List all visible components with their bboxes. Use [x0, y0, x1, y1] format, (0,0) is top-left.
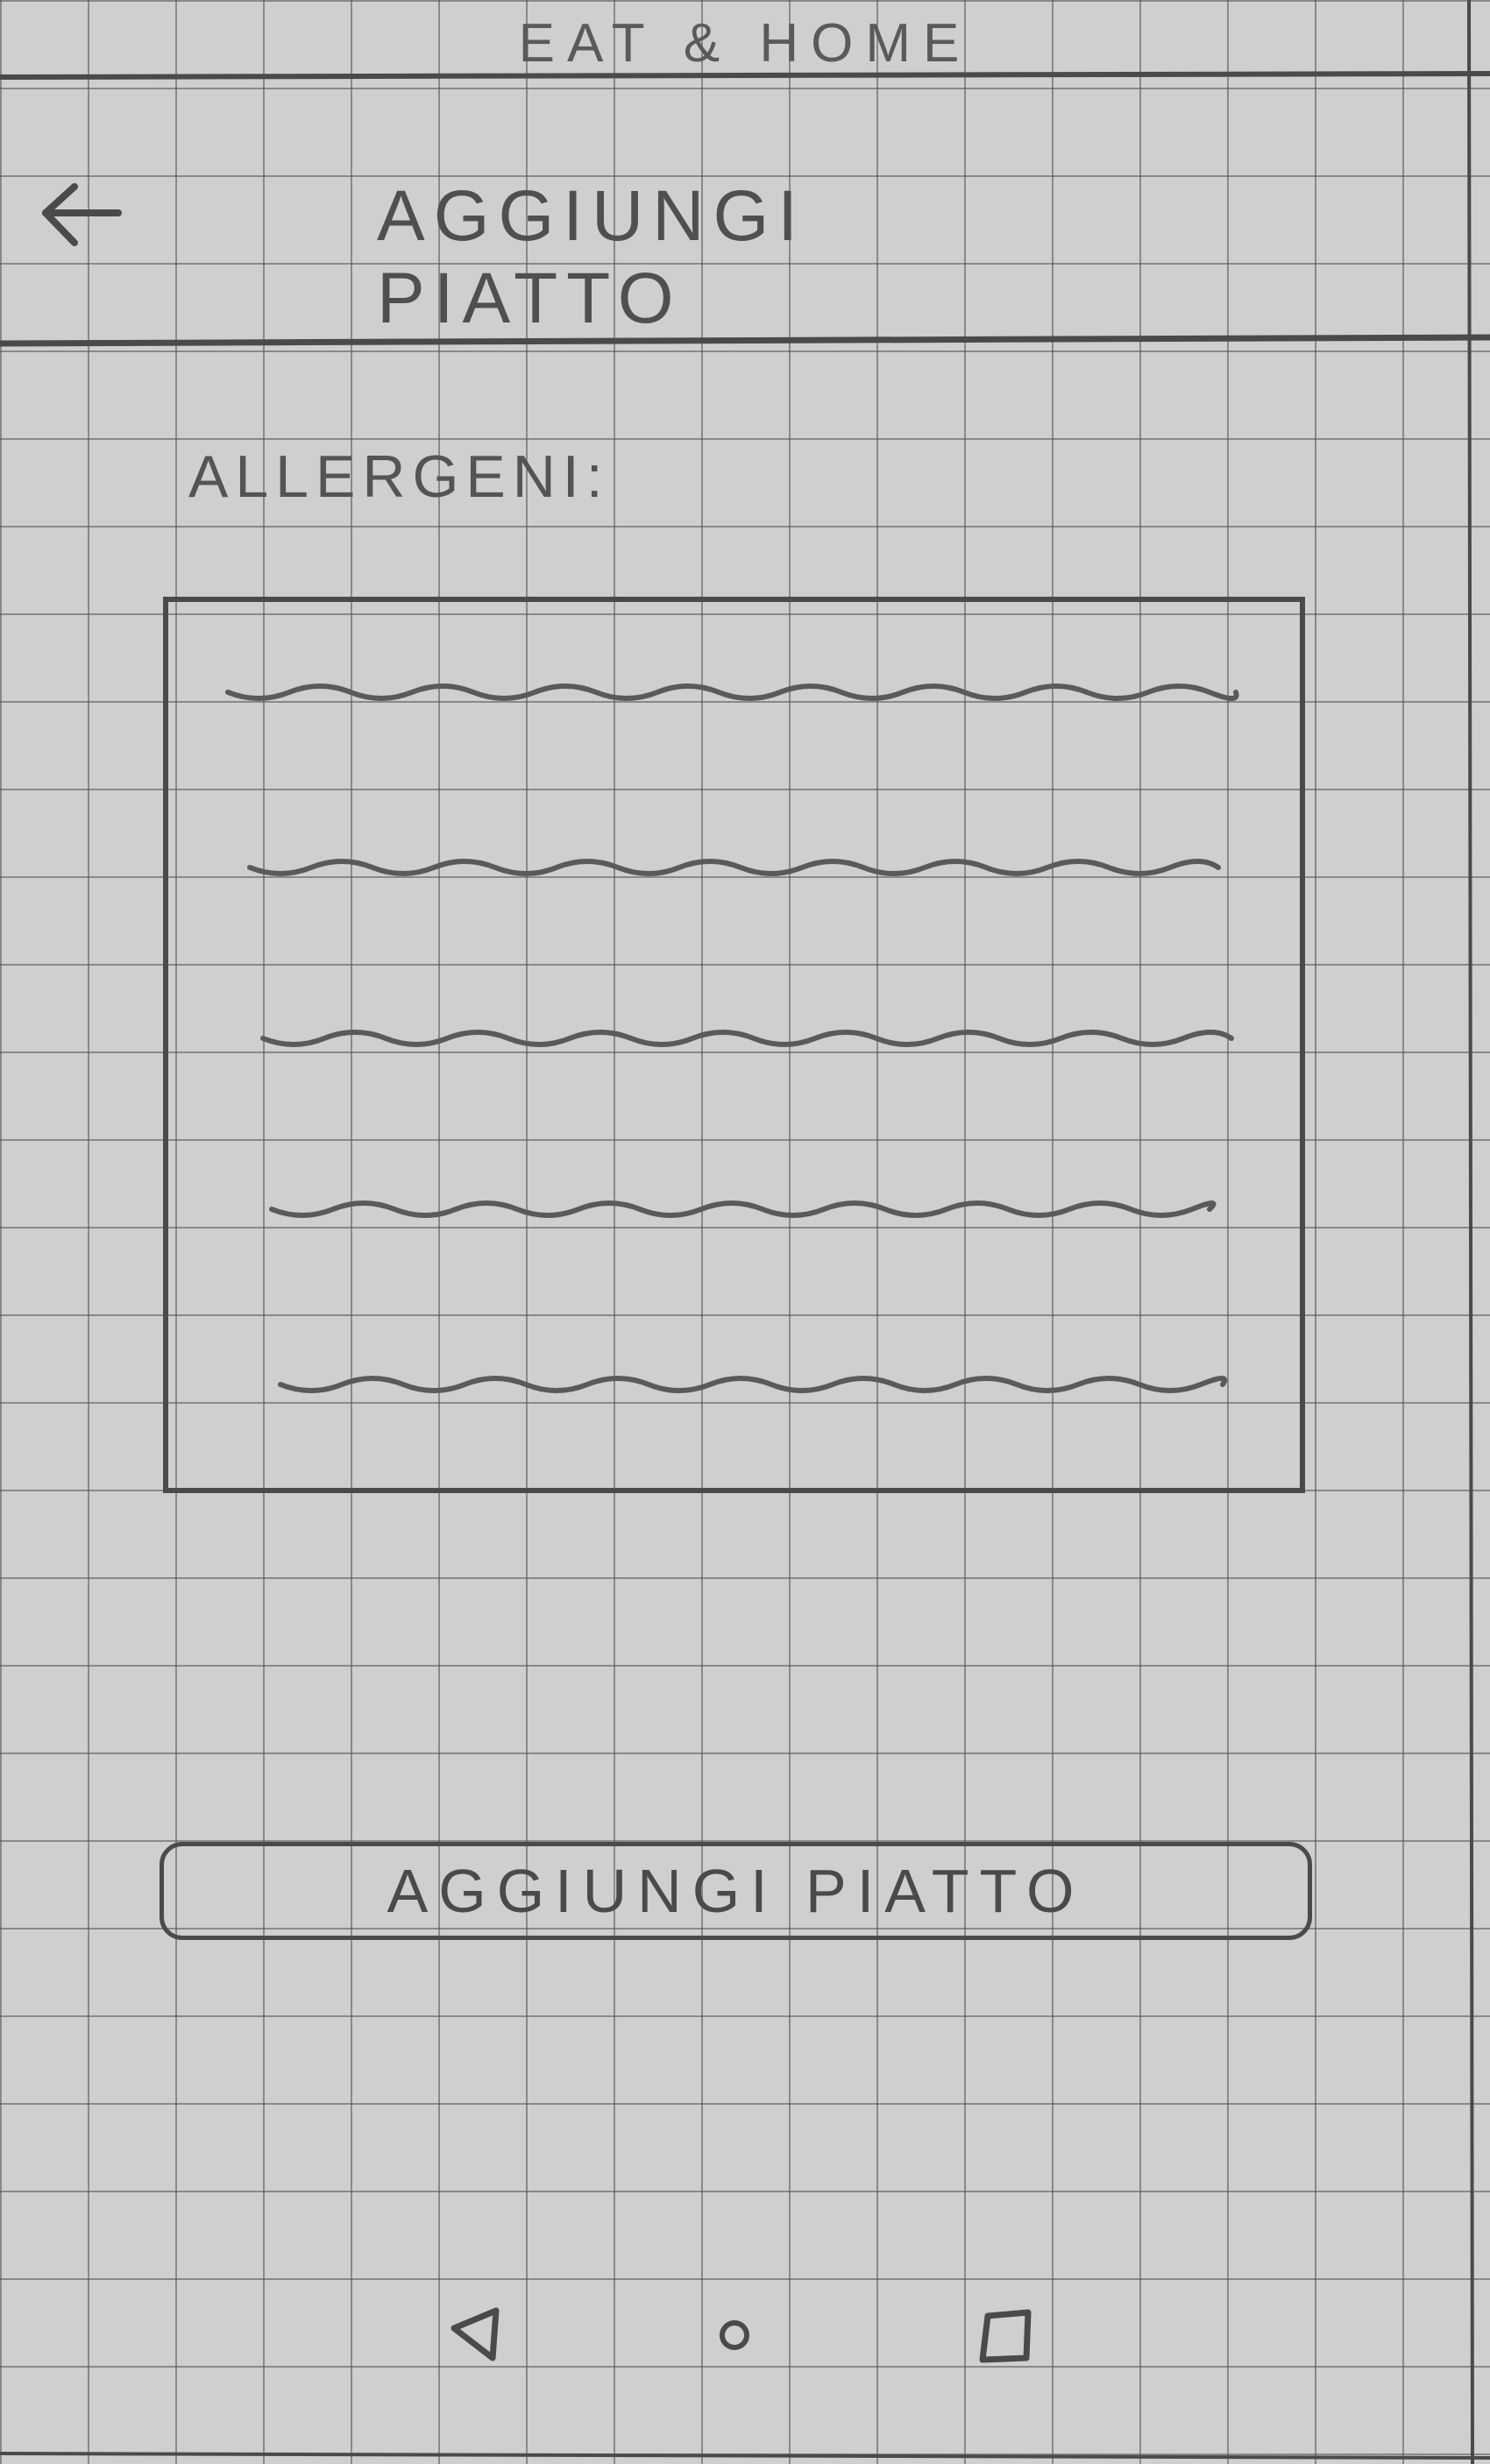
triangle-back-icon — [451, 2307, 500, 2361]
system-recents-button[interactable] — [968, 2300, 1039, 2370]
back-button[interactable] — [35, 171, 131, 258]
list-item[interactable] — [269, 1200, 1217, 1218]
list-item[interactable] — [278, 1376, 1228, 1393]
system-back-button[interactable] — [438, 2300, 508, 2370]
list-item[interactable] — [247, 859, 1221, 876]
allergens-label: ALLERGENI: — [188, 443, 610, 510]
circle-home-icon — [720, 2320, 749, 2350]
system-home-button[interactable] — [701, 2300, 771, 2370]
list-item[interactable] — [260, 1030, 1234, 1047]
page-bottom-edge — [0, 2452, 1490, 2460]
arrow-left-icon — [42, 183, 122, 246]
page-right-edge — [1467, 0, 1474, 2464]
app-title: EAT & HOME — [518, 13, 972, 74]
allergens-list-sketch — [163, 597, 1305, 1493]
page-title: AGGIUNGI PIATTO — [377, 176, 807, 338]
allergens-box-border — [163, 597, 1305, 1493]
header-divider-top — [0, 71, 1490, 80]
allergens-list[interactable] — [162, 596, 1306, 1494]
header-divider-bottom — [0, 334, 1490, 347]
add-dish-button[interactable]: AGGIUNGI PIATTO — [160, 1842, 1312, 1940]
list-item[interactable] — [225, 683, 1239, 701]
square-recents-icon — [979, 2309, 1032, 2363]
